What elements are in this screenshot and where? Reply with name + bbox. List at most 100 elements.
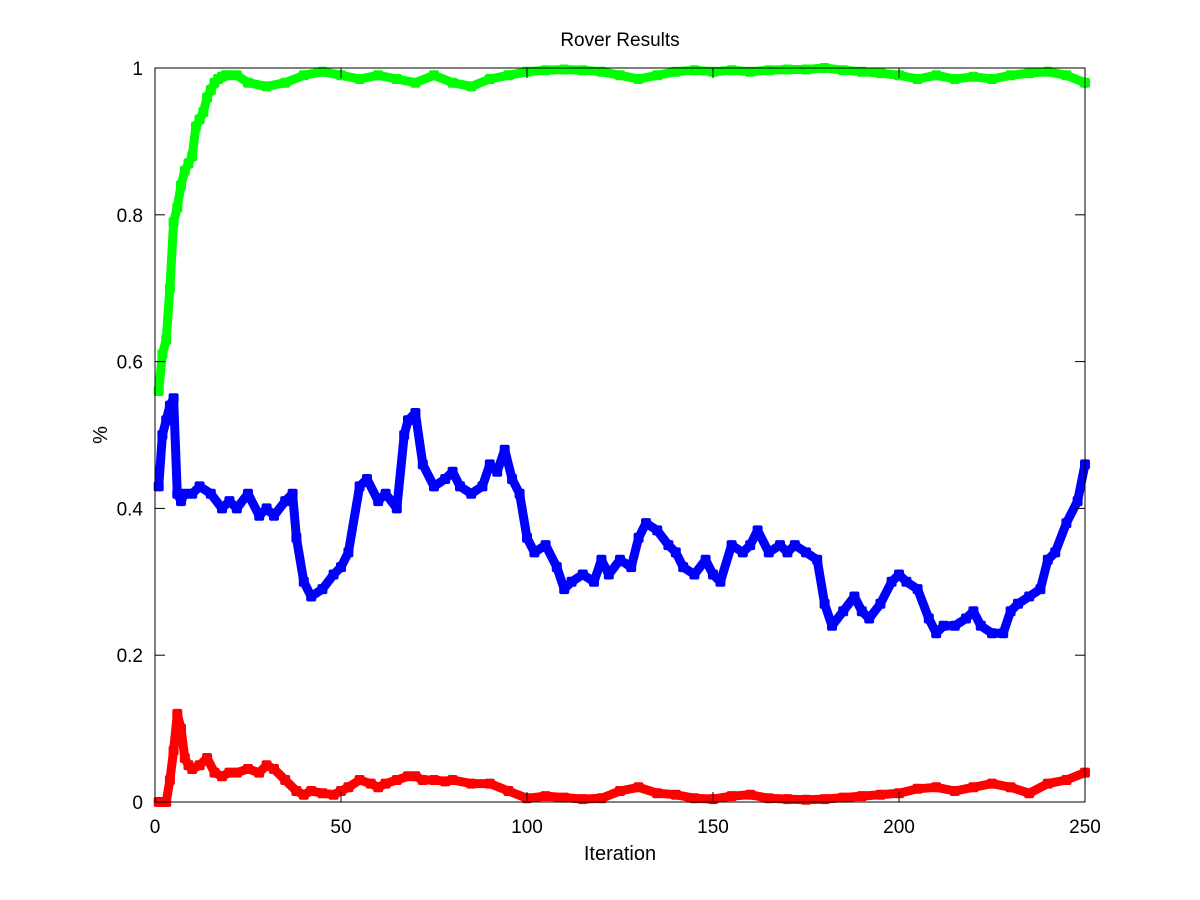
series-point-0 — [745, 66, 756, 77]
series-point-0 — [931, 70, 942, 81]
series-point-2 — [243, 764, 253, 774]
series-point-1 — [615, 554, 625, 565]
series-point-1 — [708, 569, 718, 580]
y-tick-label: 1 — [132, 59, 143, 80]
series-point-2 — [280, 775, 291, 785]
series-layer — [153, 63, 1090, 807]
series-point-2 — [819, 794, 830, 805]
series-point-0 — [231, 70, 242, 81]
series-point-1 — [298, 576, 309, 587]
y-tick-label: 0.4 — [117, 499, 144, 520]
x-tick-label: 0 — [150, 817, 161, 838]
series-point-0 — [1005, 70, 1016, 81]
series-point-2 — [838, 792, 849, 803]
series-point-1 — [577, 569, 588, 580]
series-point-2 — [801, 794, 811, 805]
series-point-1 — [492, 466, 503, 477]
series-point-1 — [949, 620, 960, 631]
series-point-1 — [689, 569, 700, 580]
series-point-2 — [447, 775, 458, 785]
series-point-1 — [205, 488, 216, 499]
series-line-0 — [154, 63, 1090, 396]
series-point-1 — [961, 613, 971, 624]
series-point-1 — [931, 628, 942, 639]
series-point-2 — [164, 775, 175, 785]
y-tick-label: 0 — [132, 793, 143, 814]
series-point-2 — [391, 775, 402, 785]
series-point-2 — [875, 789, 886, 800]
series-point-1 — [589, 576, 599, 587]
series-point-2 — [726, 791, 737, 802]
series-point-0 — [298, 70, 309, 81]
series-point-1 — [336, 562, 346, 573]
series-point-1 — [998, 628, 1009, 639]
series-point-1 — [317, 584, 328, 595]
series-point-2 — [417, 775, 428, 785]
series-point-1 — [477, 481, 488, 492]
x-tick-label: 150 — [697, 817, 729, 838]
y-tick-label: 0.2 — [117, 646, 143, 667]
series-point-1 — [343, 547, 354, 558]
series-point-1 — [391, 503, 402, 514]
series-point-1 — [801, 547, 811, 558]
series-point-0 — [782, 64, 793, 75]
series-point-1 — [403, 415, 413, 426]
series-point-2 — [484, 778, 495, 789]
series-point-1 — [194, 481, 205, 492]
series-point-1 — [429, 481, 439, 492]
series-point-2 — [856, 791, 867, 802]
series-point-1 — [789, 540, 800, 551]
series-point-1 — [291, 532, 302, 543]
series-point-1 — [812, 554, 823, 565]
series-point-1 — [254, 510, 265, 521]
series-point-1 — [157, 430, 168, 440]
series-point-1 — [633, 532, 644, 543]
series-point-1 — [466, 488, 477, 499]
series-point-1 — [1005, 606, 1016, 617]
series-point-2 — [194, 760, 205, 771]
series-point-0 — [726, 65, 737, 76]
series-point-0 — [354, 74, 365, 84]
series-point-1 — [410, 408, 421, 418]
series-point-1 — [306, 591, 317, 602]
series-point-0 — [633, 74, 644, 84]
series-point-1 — [354, 481, 365, 492]
series-point-2 — [912, 783, 923, 794]
x-tick-label: 250 — [1069, 817, 1101, 838]
series-point-0 — [447, 77, 458, 88]
series-point-2 — [615, 786, 625, 796]
series-point-1 — [399, 430, 410, 440]
series-point-1 — [522, 532, 532, 543]
series-point-2 — [1061, 775, 1072, 785]
series-point-1 — [641, 518, 651, 529]
series-point-1 — [507, 474, 518, 484]
series-point-2 — [968, 782, 979, 793]
series-point-0 — [198, 107, 209, 117]
series-point-1 — [187, 488, 198, 499]
series-point-0 — [410, 77, 421, 88]
series-point-1 — [551, 562, 562, 573]
series-point-1 — [827, 620, 837, 631]
series-point-1 — [540, 540, 551, 551]
series-point-1 — [1024, 591, 1035, 602]
series-point-0 — [577, 65, 588, 76]
series-point-2 — [782, 794, 793, 805]
series-point-1 — [652, 525, 663, 536]
series-point-2 — [652, 788, 663, 799]
series-point-0 — [875, 68, 886, 79]
series-point-0 — [596, 66, 607, 77]
series-point-1 — [373, 496, 384, 507]
series-point-2 — [987, 778, 997, 789]
series-point-0 — [164, 283, 175, 294]
series-point-0 — [615, 70, 625, 81]
series-point-1 — [559, 584, 570, 595]
series-point-1 — [923, 613, 934, 624]
series-point-2 — [745, 789, 756, 800]
series-point-2 — [540, 791, 551, 802]
series-point-0 — [429, 70, 439, 81]
series-point-0 — [261, 81, 272, 92]
series-point-0 — [763, 65, 774, 76]
series-point-1 — [287, 488, 298, 499]
series-point-1 — [328, 569, 339, 580]
